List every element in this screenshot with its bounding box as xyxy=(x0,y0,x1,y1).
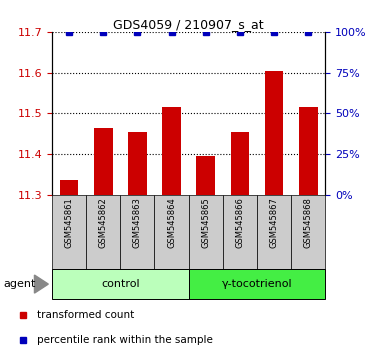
Bar xyxy=(154,195,189,269)
Text: agent: agent xyxy=(4,279,36,289)
Text: GSM545863: GSM545863 xyxy=(133,197,142,248)
Bar xyxy=(264,70,283,195)
Bar xyxy=(52,195,86,269)
Title: GDS4059 / 210907_s_at: GDS4059 / 210907_s_at xyxy=(113,18,264,31)
Bar xyxy=(291,195,325,269)
Bar xyxy=(128,132,147,195)
Bar xyxy=(120,195,154,269)
Text: GSM545867: GSM545867 xyxy=(270,197,279,248)
Text: γ-tocotrienol: γ-tocotrienol xyxy=(222,279,292,289)
Bar xyxy=(86,195,120,269)
Text: GSM545862: GSM545862 xyxy=(99,197,108,248)
Text: GSM545864: GSM545864 xyxy=(167,197,176,248)
Bar xyxy=(257,195,291,269)
Text: GSM545861: GSM545861 xyxy=(65,197,74,248)
Bar xyxy=(231,132,249,195)
Text: percentile rank within the sample: percentile rank within the sample xyxy=(37,335,213,344)
Bar xyxy=(196,156,215,195)
Bar xyxy=(299,107,318,195)
Bar xyxy=(60,181,79,195)
Bar xyxy=(223,195,257,269)
Polygon shape xyxy=(35,275,49,293)
Bar xyxy=(189,195,223,269)
Bar xyxy=(94,127,113,195)
Bar xyxy=(162,107,181,195)
Bar xyxy=(189,269,325,299)
Bar xyxy=(52,269,189,299)
Text: control: control xyxy=(101,279,140,289)
Text: GSM545865: GSM545865 xyxy=(201,197,210,248)
Text: GSM545868: GSM545868 xyxy=(304,197,313,248)
Text: transformed count: transformed count xyxy=(37,310,134,320)
Text: GSM545866: GSM545866 xyxy=(235,197,244,248)
